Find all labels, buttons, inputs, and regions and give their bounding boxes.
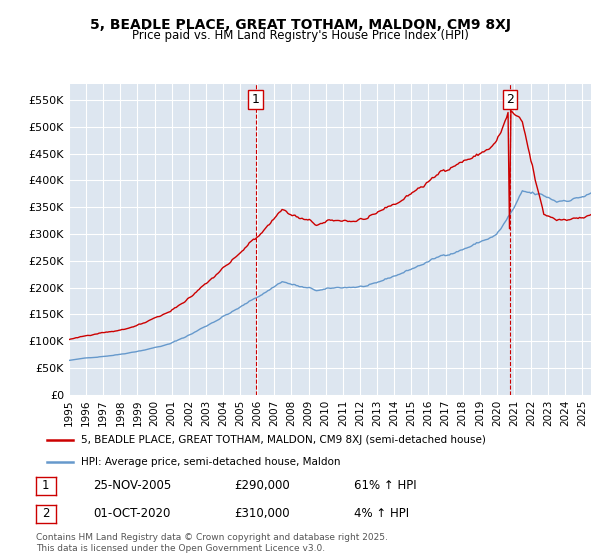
Text: 2: 2	[506, 94, 514, 106]
Text: 25-NOV-2005: 25-NOV-2005	[93, 479, 171, 492]
Text: 5, BEADLE PLACE, GREAT TOTHAM, MALDON, CM9 8XJ: 5, BEADLE PLACE, GREAT TOTHAM, MALDON, C…	[89, 18, 511, 32]
Text: 01-OCT-2020: 01-OCT-2020	[93, 507, 170, 520]
Text: £290,000: £290,000	[234, 479, 290, 492]
Text: 4% ↑ HPI: 4% ↑ HPI	[354, 507, 409, 520]
Text: 1: 1	[42, 479, 50, 492]
Text: 5, BEADLE PLACE, GREAT TOTHAM, MALDON, CM9 8XJ (semi-detached house): 5, BEADLE PLACE, GREAT TOTHAM, MALDON, C…	[81, 435, 486, 445]
Text: £310,000: £310,000	[234, 507, 290, 520]
Text: Price paid vs. HM Land Registry's House Price Index (HPI): Price paid vs. HM Land Registry's House …	[131, 29, 469, 42]
Text: 2: 2	[42, 507, 50, 520]
Text: Contains HM Land Registry data © Crown copyright and database right 2025.
This d: Contains HM Land Registry data © Crown c…	[36, 533, 388, 553]
Text: 61% ↑ HPI: 61% ↑ HPI	[354, 479, 416, 492]
Text: 1: 1	[251, 94, 259, 106]
Text: HPI: Average price, semi-detached house, Maldon: HPI: Average price, semi-detached house,…	[81, 457, 340, 466]
